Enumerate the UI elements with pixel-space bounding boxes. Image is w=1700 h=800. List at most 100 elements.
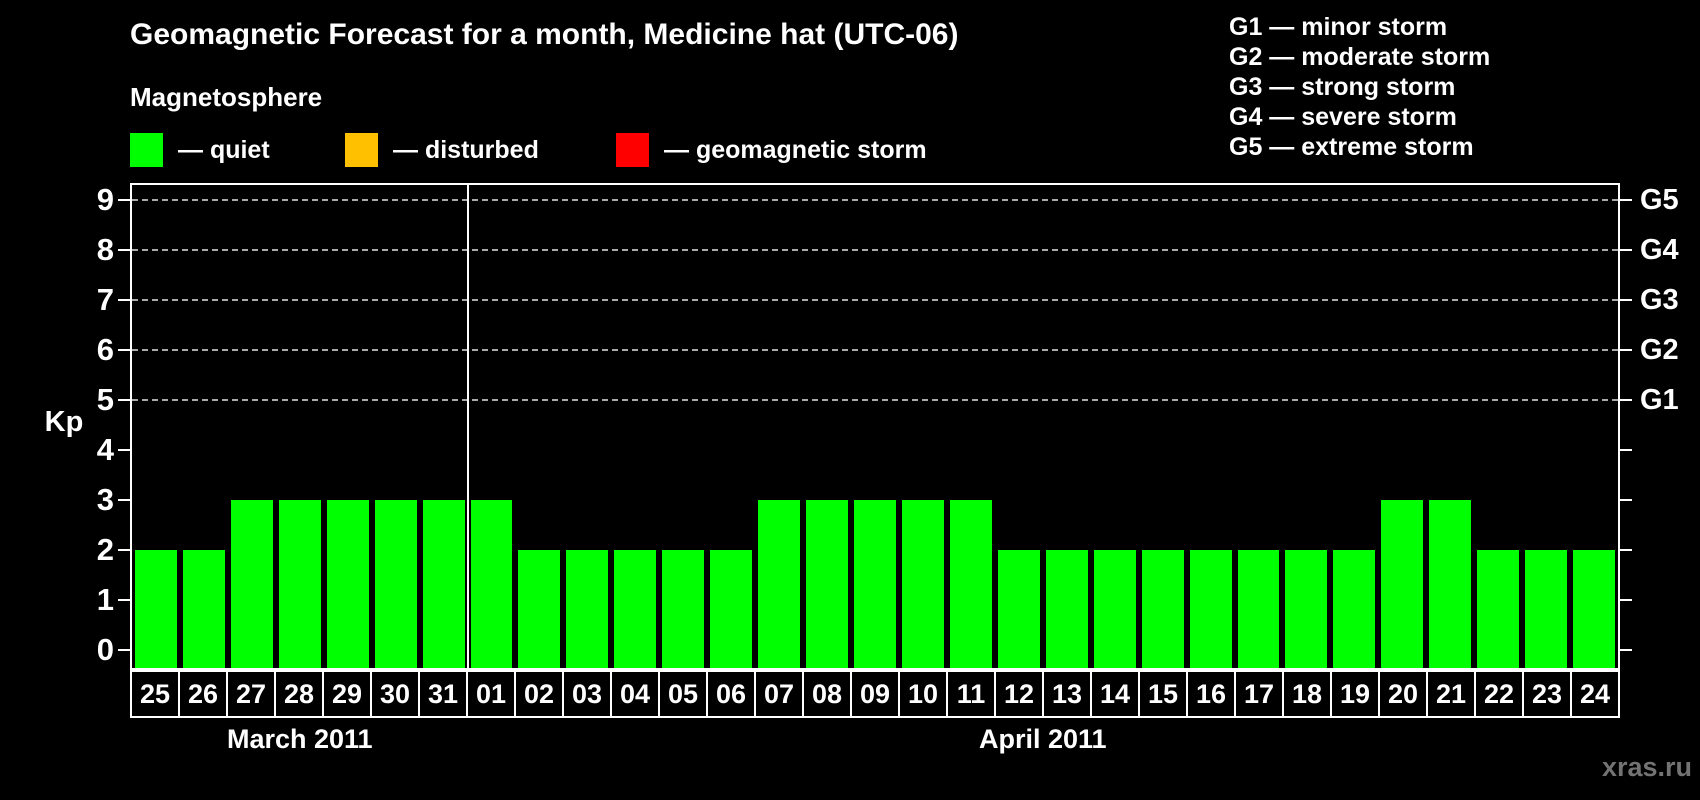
kp-bar	[710, 550, 753, 668]
day-label: 27	[228, 672, 276, 716]
kp-bar	[1333, 550, 1376, 668]
day-label: 30	[372, 672, 420, 716]
day-label: 28	[276, 672, 324, 716]
g-axis-tick-9	[1620, 199, 1632, 201]
day-label: 04	[612, 672, 660, 716]
kp-axis-title: Kp	[44, 406, 84, 438]
kp-tick-3	[118, 499, 130, 501]
gridline-kp-8	[132, 249, 1618, 251]
kp-bar	[1189, 550, 1232, 668]
g-axis-tick-2	[1620, 549, 1632, 551]
kp-tick-label-7: 7	[96, 282, 114, 317]
day-label: 17	[1236, 672, 1284, 716]
kp-bar	[1093, 550, 1136, 668]
kp-bar	[614, 550, 657, 668]
kp-tick-0	[118, 649, 130, 651]
kp-bar	[1045, 550, 1088, 668]
kp-bar	[422, 500, 465, 668]
day-label: 13	[1044, 672, 1092, 716]
day-label: 05	[660, 672, 708, 716]
kp-bar	[949, 500, 992, 668]
kp-bar	[901, 500, 944, 668]
day-label: 08	[804, 672, 852, 716]
geomagnetic-storm-color-swatch	[616, 133, 649, 167]
kp-tick-7	[118, 299, 130, 301]
g-axis-tick-1	[1620, 599, 1632, 601]
kp-bar	[278, 500, 321, 668]
g-axis-tick-3	[1620, 499, 1632, 501]
kp-tick-label-4: 4	[96, 432, 114, 467]
day-label: 26	[180, 672, 228, 716]
kp-bar	[374, 500, 417, 668]
kp-tick-label-9: 9	[96, 182, 114, 217]
storm-scale-legend-line: G3 — strong storm	[1229, 73, 1456, 101]
kp-bar	[470, 500, 513, 668]
g-axis-label-g4: G4	[1640, 234, 1679, 266]
kp-tick-label-1: 1	[96, 582, 114, 617]
storm-scale-legend-line: G1 — minor storm	[1229, 13, 1448, 41]
month-separator-line	[466, 185, 469, 668]
gridline-kp-5	[132, 399, 1618, 401]
g-axis-tick-0	[1620, 649, 1632, 651]
kp-tick-label-6: 6	[96, 332, 114, 367]
g-axis-label-g1: G1	[1640, 384, 1679, 416]
day-label: 14	[1092, 672, 1140, 716]
day-label: 24	[1579, 678, 1611, 709]
legend-item-label: — quiet	[178, 135, 270, 164]
kp-bar	[806, 500, 849, 668]
disturbed-color-swatch	[345, 133, 378, 167]
kp-tick-2	[118, 549, 130, 551]
day-label: 22	[1476, 672, 1524, 716]
kp-bar	[758, 500, 801, 668]
day-label: 03	[564, 672, 612, 716]
plot-area	[130, 183, 1620, 670]
kp-bar	[662, 550, 705, 668]
kp-bar	[1573, 550, 1615, 668]
kp-bar	[1141, 550, 1184, 668]
day-label: 25	[132, 672, 180, 716]
legend-item-label: — geomagnetic storm	[664, 135, 927, 164]
day-label: 10	[900, 672, 948, 716]
day-label: 21	[1428, 672, 1476, 716]
day-label: 12	[996, 672, 1044, 716]
magnetosphere-legend-title: Magnetosphere	[130, 82, 323, 112]
kp-tick-label-5: 5	[96, 382, 114, 417]
kp-bar	[326, 500, 369, 668]
kp-bar	[1381, 500, 1424, 668]
kp-tick-label-3: 3	[96, 482, 114, 517]
day-label: 23	[1524, 672, 1572, 716]
day-label: 02	[516, 672, 564, 716]
legend-item-quiet: — quiet	[130, 132, 270, 168]
day-label: 07	[756, 672, 804, 716]
day-label: 16	[1188, 672, 1236, 716]
kp-bar	[854, 500, 896, 668]
legend-item-disturbed: — disturbed	[345, 132, 539, 168]
kp-tick-5	[118, 399, 130, 401]
day-label: 15	[1140, 672, 1188, 716]
kp-bar	[1237, 550, 1280, 668]
g-axis-tick-6	[1620, 349, 1632, 351]
legend-item-label: — disturbed	[393, 135, 539, 164]
kp-bar	[1429, 500, 1472, 668]
day-label: 06	[708, 672, 756, 716]
g-axis-label-g3: G3	[1640, 284, 1679, 316]
storm-scale-legend-line: G2 — moderate storm	[1229, 43, 1491, 71]
month-label: March 2011	[226, 724, 373, 754]
g-axis-label-g2: G2	[1640, 334, 1679, 366]
month-label: April 2011	[978, 724, 1107, 754]
day-label: 11	[948, 672, 996, 716]
day-axis: 25 26 27 28 29 30 31 01 02 03 04 05 06 07 08 09 10 11 12 13…	[130, 670, 1620, 718]
kp-bar	[1525, 550, 1568, 668]
kp-tick-label-8: 8	[96, 232, 114, 267]
legend-item-geomagnetic-storm: — geomagnetic storm	[616, 132, 927, 168]
kp-bar	[566, 550, 609, 668]
kp-bar	[182, 550, 225, 668]
kp-tick-6	[118, 349, 130, 351]
chart-title: Geomagnetic Forecast for a month, Medici…	[130, 18, 959, 51]
quiet-color-swatch	[130, 133, 163, 167]
kp-tick-8	[118, 249, 130, 251]
storm-scale-legend: G1 — minor storm G2 — moderate storm G3 — …	[1229, 12, 1490, 162]
kp-bar	[997, 550, 1040, 668]
gridline-kp-7	[132, 299, 1618, 301]
